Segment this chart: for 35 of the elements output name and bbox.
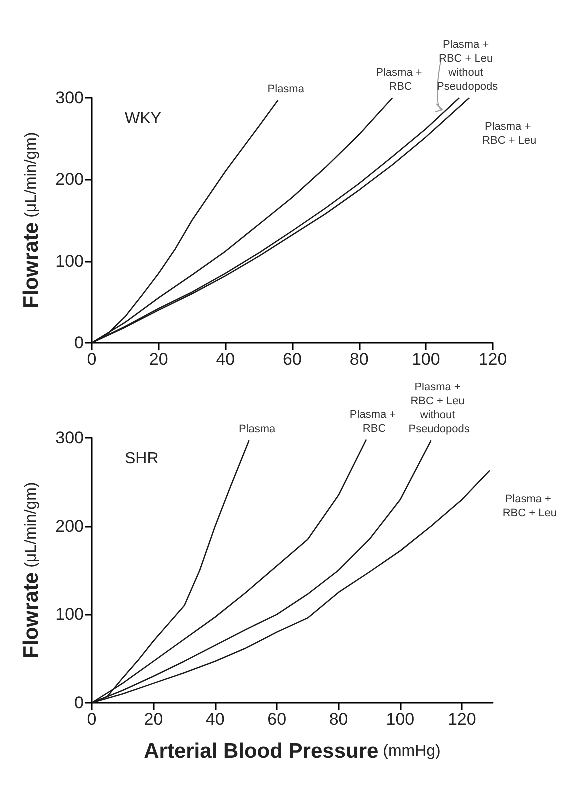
y-tick-label: 200: [56, 170, 84, 190]
text: Plasma + RBC + Leu without Pseudopods: [408, 382, 470, 436]
x-tick-label: 0: [87, 710, 97, 729]
text: Plasma + RBC + Leu: [482, 121, 537, 147]
y-tick-label: 300: [56, 88, 84, 108]
x-tick-label: 20: [149, 350, 168, 369]
x-tick-label: 60: [268, 710, 287, 729]
x-tick-label: 100: [412, 350, 440, 369]
series-label: Plasma + RBC: [376, 67, 426, 93]
y-axis-title: Flowrate (μL/min/gm): [20, 132, 43, 309]
y-tick-label: 300: [56, 428, 84, 448]
text: SHR: [125, 450, 159, 468]
x-axis-title: Arterial Blood Pressure (mmHg): [144, 740, 441, 763]
y-axis-title: Flowrate (μL/min/gm): [20, 482, 43, 659]
series-label: Plasma: [238, 424, 277, 436]
text: WKY: [125, 110, 162, 128]
series-label: Plasma + RBC: [350, 408, 400, 435]
x-tick-label: 80: [350, 350, 369, 369]
x-tick-label: 120: [478, 350, 508, 369]
y-tick-label: 100: [56, 605, 84, 624]
x-tick-label: 80: [329, 710, 348, 729]
x-tick-label: 60: [283, 350, 302, 369]
x-tick-label: 40: [206, 710, 225, 729]
series-label: Plasma: [268, 83, 306, 96]
x-tick-label: 0: [87, 350, 97, 369]
y-tick-label: 100: [56, 252, 84, 271]
y-tick-label: 0: [74, 694, 84, 712]
series-label: Plasma + RBC + Leu without Pseudopods: [436, 39, 499, 93]
y-tick-label: 200: [56, 516, 84, 536]
x-tick-label: 100: [386, 710, 415, 729]
x-tick-label: 40: [216, 350, 236, 369]
text: Plasma + RBC + Leu: [502, 494, 557, 520]
y-tick-label: 0: [74, 334, 84, 352]
x-tick-label: 20: [144, 710, 164, 729]
x-tick-label: 120: [448, 710, 476, 729]
